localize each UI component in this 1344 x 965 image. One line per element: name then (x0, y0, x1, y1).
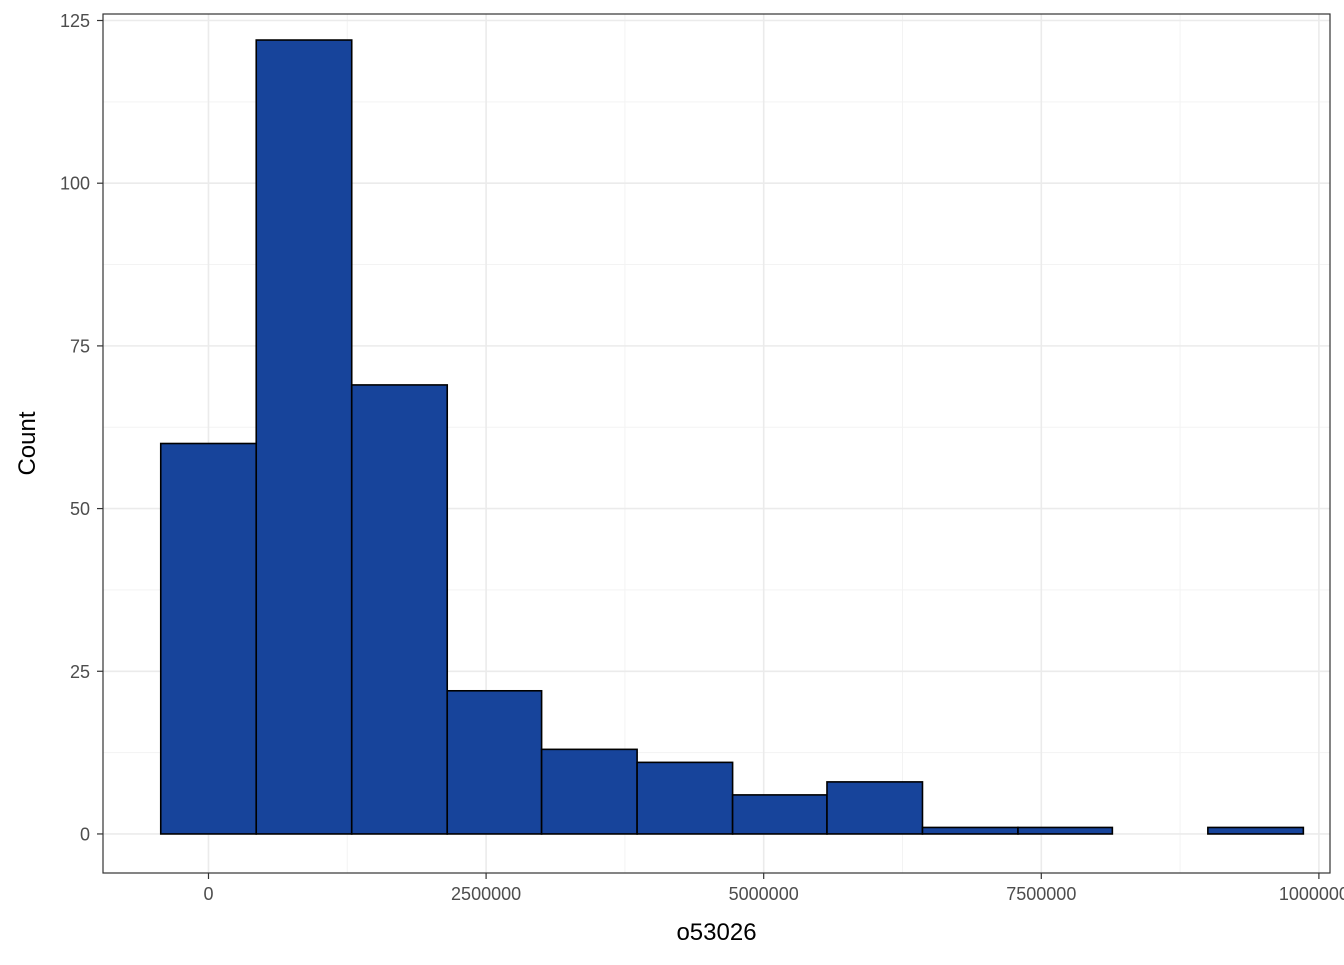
y-tick-label: 25 (70, 662, 90, 682)
y-axis-title: Count (14, 411, 41, 475)
x-tick-label: 2500000 (451, 884, 521, 904)
y-tick-label: 100 (60, 174, 90, 194)
y-tick-label: 0 (80, 824, 90, 844)
histogram-bar-8 (826, 781, 924, 835)
panel-border (102, 13, 1331, 874)
histogram-bar-1 (159, 442, 258, 835)
histogram-bar-10 (1017, 826, 1114, 835)
bars-layer (159, 39, 1305, 835)
x-tick-label: 7500000 (1006, 884, 1076, 904)
x-tick-label: 0 (203, 884, 213, 904)
histogram-bar-6 (636, 761, 734, 835)
x-axis-title: o53026 (676, 919, 756, 946)
y-tick-label: 75 (70, 336, 90, 356)
histogram-bar-4 (446, 689, 543, 835)
histogram-bar-12 (1207, 826, 1305, 835)
y-tick-label: 50 (70, 499, 90, 519)
histogram-bar-9 (921, 826, 1019, 835)
histogram-bar-7 (731, 794, 828, 835)
y-tick-label: 125 (60, 11, 90, 31)
histogram-bar-3 (350, 384, 449, 835)
histogram-bar-5 (540, 748, 638, 835)
histogram-bar-2 (255, 39, 353, 835)
x-tick-label: 5000000 (729, 884, 799, 904)
